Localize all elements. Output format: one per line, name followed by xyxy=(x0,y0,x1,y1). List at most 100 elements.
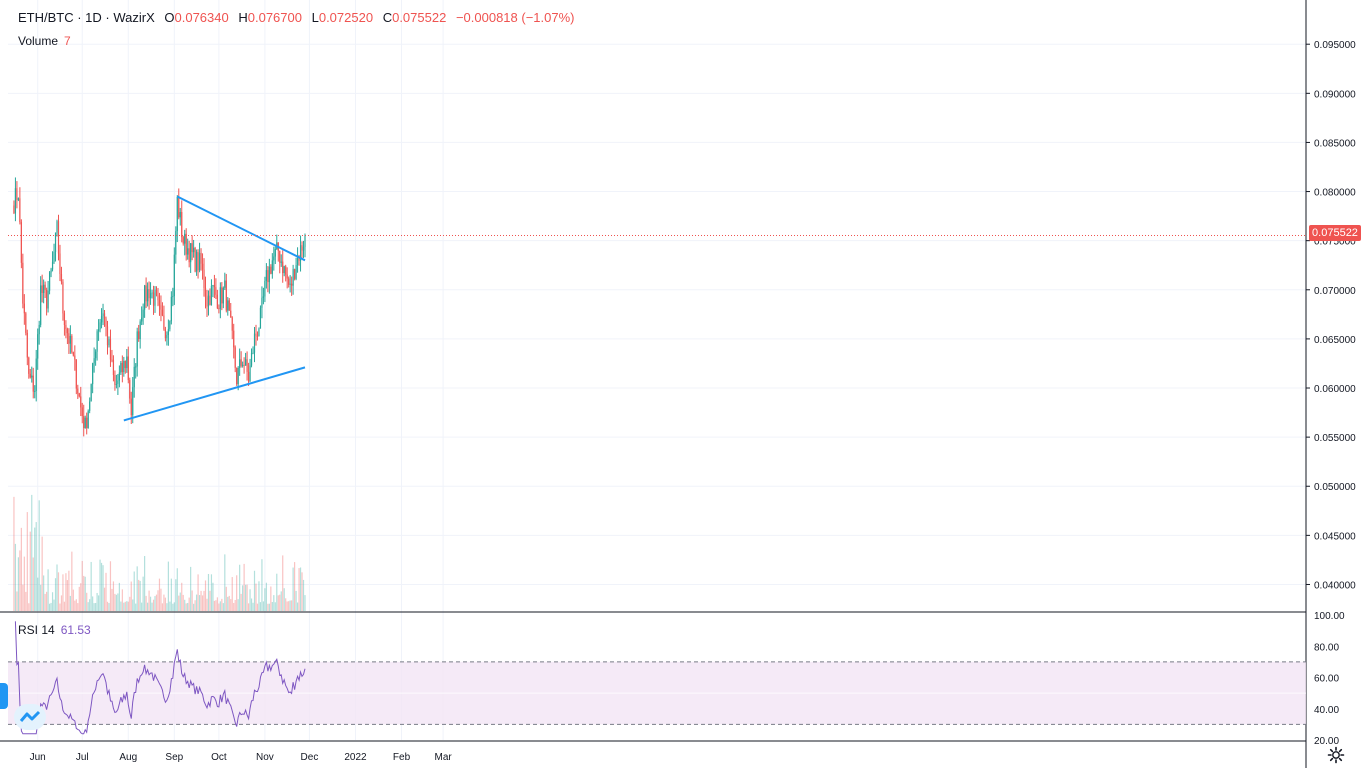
candle-body xyxy=(179,212,181,218)
volume-legend[interactable]: Volume 7 xyxy=(18,34,71,48)
volume-bar xyxy=(89,599,91,611)
volume-bar xyxy=(59,603,61,611)
volume-bar xyxy=(123,602,125,611)
candle-body xyxy=(246,359,248,372)
candle-body xyxy=(201,263,204,270)
candle-body xyxy=(258,328,260,337)
close-value: 0.075522 xyxy=(392,10,447,25)
candle-body xyxy=(207,295,210,307)
time-tick-label: 2022 xyxy=(344,752,367,763)
volume-bar xyxy=(237,599,239,611)
candle-body xyxy=(34,390,36,392)
candle-body xyxy=(253,333,256,353)
candle-body xyxy=(124,361,126,369)
volume-bar xyxy=(152,599,155,611)
volume-bar xyxy=(148,590,150,611)
volume-bar xyxy=(209,590,211,611)
candle-body xyxy=(139,321,141,340)
volume-bar xyxy=(37,577,39,611)
candle-body xyxy=(31,375,33,378)
rsi-legend[interactable]: RSI 14 61.53 xyxy=(18,623,91,637)
volume-bar xyxy=(35,522,37,611)
volume-bar xyxy=(231,577,233,611)
settings-gear-icon[interactable] xyxy=(1327,746,1345,764)
volume-bar xyxy=(32,557,34,611)
candle-body xyxy=(210,285,213,306)
volume-bar xyxy=(51,592,54,611)
time-tick-label: Nov xyxy=(256,752,274,763)
candle-body xyxy=(135,366,137,368)
last-price-tag: 0.075522 xyxy=(1309,225,1361,241)
candle-body xyxy=(286,274,288,279)
volume-bar xyxy=(56,564,58,611)
candle-body xyxy=(247,371,250,382)
candle-body xyxy=(127,356,129,381)
rsi-tick-label: 80.00 xyxy=(1314,642,1339,653)
volume-bar xyxy=(294,562,296,611)
symbol-title[interactable]: ETH/BTC · 1D · WazirX xyxy=(18,10,155,25)
tradingview-logo-icon[interactable] xyxy=(14,704,46,730)
candle-body xyxy=(191,243,193,253)
candle-body xyxy=(291,283,293,286)
volume-bar xyxy=(141,602,143,611)
volume-bar xyxy=(169,601,171,611)
price-tick-label: 0.070000 xyxy=(1314,286,1356,297)
volume-bar xyxy=(72,589,74,611)
volume-bar xyxy=(193,603,195,611)
candle-body xyxy=(252,352,254,354)
volume-bar xyxy=(242,585,244,611)
volume-bar xyxy=(93,603,95,611)
candle-body xyxy=(89,401,91,411)
candle-body xyxy=(66,328,68,334)
volume-bar xyxy=(286,601,288,611)
candle-body xyxy=(44,284,46,290)
volume-bar xyxy=(151,602,153,611)
volume-bar xyxy=(236,575,238,611)
volume-bar xyxy=(23,556,25,611)
volume-bar xyxy=(157,590,159,611)
candle-body xyxy=(53,251,55,262)
volume-bar xyxy=(90,561,92,611)
price-tick-label: 0.085000 xyxy=(1314,138,1356,149)
volume-bar xyxy=(256,603,259,611)
volume-bar xyxy=(111,588,113,611)
candle-body xyxy=(63,313,66,325)
price-tick-label: 0.090000 xyxy=(1314,89,1356,100)
candle-body xyxy=(222,287,224,304)
candle-body xyxy=(132,387,134,416)
volume-bar xyxy=(43,575,45,611)
candle-body xyxy=(270,266,272,274)
volume-bar xyxy=(190,566,192,611)
volume-bar xyxy=(120,601,122,611)
candle-body xyxy=(136,331,138,367)
volume-bar xyxy=(234,599,236,611)
candle-body xyxy=(280,261,282,263)
volume-bar xyxy=(221,598,223,611)
candle-body xyxy=(274,249,276,257)
rsi-value: 61.53 xyxy=(60,623,91,637)
time-tick-label: Mar xyxy=(434,752,452,763)
volume-bar xyxy=(92,596,94,611)
volume-bar xyxy=(97,595,100,611)
candle-body xyxy=(213,285,216,288)
candle-body xyxy=(51,261,54,270)
volume-bar xyxy=(149,596,152,611)
candle-body xyxy=(185,233,187,255)
price-tick-label: 0.080000 xyxy=(1314,188,1356,199)
candle-body xyxy=(118,372,120,381)
volume-bar xyxy=(191,590,193,611)
candle-body xyxy=(167,329,169,336)
volume-bar xyxy=(201,595,204,611)
volume-bar xyxy=(81,560,83,611)
candle-body xyxy=(219,287,221,309)
volume-bar xyxy=(194,600,196,611)
candle-body xyxy=(99,322,101,330)
candle-body xyxy=(146,289,149,302)
drawing-toolbar-toggle[interactable] xyxy=(0,683,8,709)
candle-body xyxy=(173,254,175,297)
volume-bar xyxy=(121,589,123,611)
volume-bar xyxy=(264,588,266,611)
candle-body xyxy=(68,333,70,344)
candle-body xyxy=(144,285,146,310)
